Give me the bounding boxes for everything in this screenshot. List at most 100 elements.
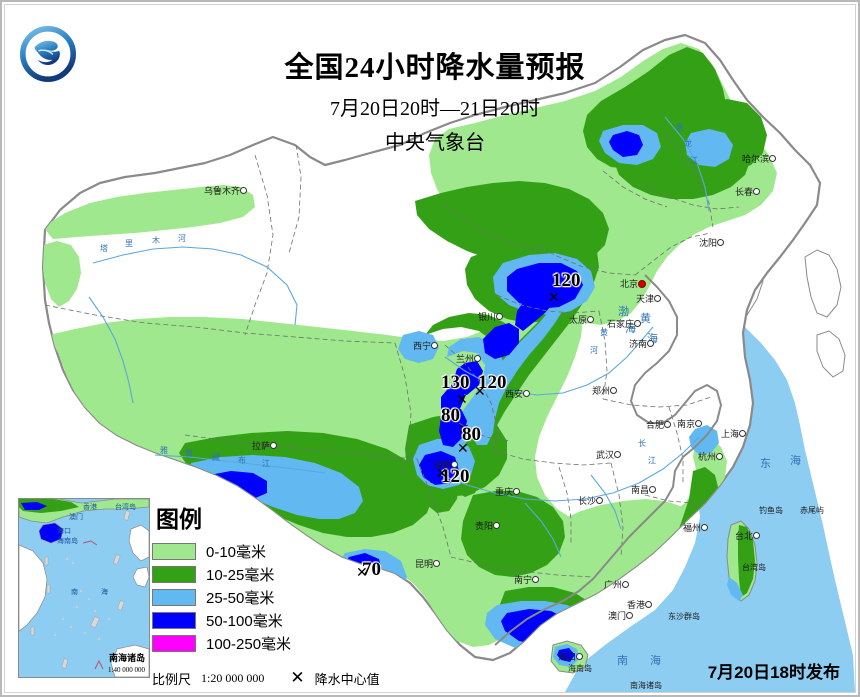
city-marker-dot-icon bbox=[576, 653, 584, 660]
city-name: 南宁 bbox=[514, 575, 533, 585]
geo-feature-label: 江 bbox=[690, 156, 698, 165]
city-label-天津: 天津 bbox=[636, 292, 662, 305]
city-marker-dot-icon bbox=[638, 279, 647, 288]
geo-feature-label: 木 bbox=[152, 236, 160, 245]
city-label-贵阳: 贵阳 bbox=[475, 519, 501, 532]
city-label-兰州: 兰州 bbox=[456, 352, 482, 365]
precip-center-value: 120 bbox=[441, 466, 470, 488]
city-label-昆明: 昆明 bbox=[415, 557, 441, 570]
sea-label: 渤 bbox=[618, 306, 629, 318]
precip-center-cross-marker-icon: ✕ bbox=[458, 421, 470, 439]
precip-center-cross-marker-icon: ✕ bbox=[457, 440, 469, 458]
city-marker-dot-icon bbox=[614, 451, 622, 458]
city-label-哈尔滨: 哈尔滨 bbox=[742, 152, 777, 165]
rivers bbox=[88, 116, 710, 558]
island-label: 赤尾屿 bbox=[800, 506, 824, 515]
legend-row: 25-50毫米 bbox=[152, 587, 367, 607]
south-china-sea-inset-map: 香港 台湾岛 澳门 海口 海南岛南 海 南海诸岛 1:40 000 000 bbox=[18, 498, 150, 678]
city-label-济南: 济南 bbox=[629, 337, 655, 350]
city-marker-dot-icon bbox=[270, 442, 278, 449]
cross-icon: ✕ bbox=[474, 383, 486, 399]
legend-row: 10-25毫米 bbox=[152, 564, 367, 584]
sea-label: 海 bbox=[625, 323, 636, 335]
precip-center-amount: 130 bbox=[441, 372, 470, 393]
precip-center-value: 130 bbox=[441, 372, 470, 394]
geo-feature-label: 布 bbox=[238, 456, 246, 465]
city-label-香港: 香港 bbox=[627, 598, 653, 611]
city-marker-dot-icon bbox=[587, 316, 595, 323]
sea-label: 海 bbox=[790, 455, 801, 467]
city-marker-dot-icon bbox=[645, 601, 653, 608]
sea-label: 海 bbox=[647, 333, 658, 345]
city-marker-dot-icon bbox=[717, 239, 725, 246]
city-label-福州: 福州 bbox=[683, 521, 709, 534]
city-name: 北京 bbox=[620, 279, 639, 289]
city-name: 贵阳 bbox=[475, 521, 494, 531]
city-label-成都: 成都 bbox=[433, 458, 459, 471]
city-name: 天津 bbox=[636, 294, 655, 304]
city-marker-dot-icon bbox=[496, 313, 504, 320]
legend-range-label: 0-10毫米 bbox=[206, 543, 267, 561]
city-marker-dot-icon bbox=[753, 532, 761, 539]
geo-feature-label: 藏 bbox=[212, 453, 220, 462]
inset-place-label: 南 bbox=[71, 589, 78, 596]
precip-center-cross-icon: ✕ bbox=[290, 668, 305, 687]
city-label-长春: 长春 bbox=[735, 185, 761, 198]
city-marker-dot-icon bbox=[513, 488, 521, 495]
geo-feature-label: 江 bbox=[648, 456, 656, 465]
precip-center-cross-marker-icon: ✕ bbox=[456, 391, 468, 409]
province-borders bbox=[44, 132, 740, 578]
scale-ratio-value: 1:20 000 000 bbox=[201, 670, 265, 685]
legend-range-label: 10-25毫米 bbox=[206, 566, 275, 584]
precip-center-value: 80 bbox=[462, 424, 481, 446]
geo-feature-label: 长 bbox=[638, 439, 646, 448]
geo-feature-label: 江 bbox=[262, 459, 270, 468]
city-marker-dot-icon bbox=[610, 387, 618, 394]
geo-feature-label: 塔 bbox=[100, 244, 108, 253]
city-label-杭州: 杭州 bbox=[698, 450, 724, 463]
inset-place-label: 澳门 bbox=[69, 514, 83, 521]
city-name: 海口 bbox=[558, 652, 577, 662]
geo-feature-label: 黑 bbox=[676, 123, 684, 132]
sea-label: 东 bbox=[760, 458, 771, 470]
precip-center-amount: 70 bbox=[362, 559, 381, 580]
legend-row: 100-250毫米 bbox=[152, 633, 367, 653]
legend-color-swatch bbox=[152, 611, 196, 629]
city-name: 长春 bbox=[735, 187, 754, 197]
geo-feature-label: 龙 bbox=[684, 139, 692, 148]
legend-color-swatch bbox=[152, 588, 196, 606]
city-marker-dot-icon bbox=[493, 522, 501, 529]
cross-icon: ✕ bbox=[548, 289, 560, 305]
sea-label: 海 bbox=[650, 655, 661, 667]
city-label-合肥: 合肥 bbox=[646, 418, 672, 431]
legend-range-label: 50-100毫米 bbox=[206, 612, 283, 630]
geo-feature-label: 黄 bbox=[600, 328, 608, 337]
city-name: 南昌 bbox=[631, 485, 650, 495]
city-name: 太原 bbox=[569, 315, 588, 325]
legend-panel: 图例 0-10毫米 10-25毫米 25-50毫米 50-100毫米 100-250毫米 bbox=[152, 500, 367, 680]
geo-feature-label: 河 bbox=[590, 346, 598, 355]
legend-row: 50-100毫米 bbox=[152, 610, 367, 630]
city-marker-dot-icon bbox=[664, 421, 672, 428]
inset-place-label: 台湾岛 bbox=[115, 504, 136, 511]
publish-timestamp: 7月20日18时发布 bbox=[707, 663, 840, 682]
city-name: 昆明 bbox=[415, 559, 434, 569]
legend-rows: 0-10毫米 10-25毫米 25-50毫米 50-100毫米 100-250毫米 bbox=[152, 541, 367, 653]
city-marker-dot-icon bbox=[433, 560, 441, 567]
city-name: 郑州 bbox=[592, 386, 611, 396]
city-marker-dot-icon bbox=[431, 342, 439, 349]
city-marker-dot-icon bbox=[753, 188, 761, 195]
city-marker-dot-icon bbox=[523, 390, 531, 397]
city-marker-dot-icon bbox=[701, 524, 709, 531]
precip-center-amount: 120 bbox=[441, 466, 470, 487]
precip-center-value: 120 bbox=[552, 270, 581, 292]
city-name: 哈尔滨 bbox=[742, 154, 770, 164]
city-label-西安: 西安 bbox=[505, 387, 531, 400]
precip-center-amount: 80 bbox=[441, 405, 460, 426]
city-marker-dot-icon bbox=[649, 486, 657, 493]
city-name: 合肥 bbox=[646, 420, 665, 430]
city-label-乌鲁木齐: 乌鲁木齐 bbox=[204, 184, 248, 197]
city-label-上海: 上海 bbox=[721, 427, 747, 440]
city-label-郑州: 郑州 bbox=[592, 384, 618, 397]
